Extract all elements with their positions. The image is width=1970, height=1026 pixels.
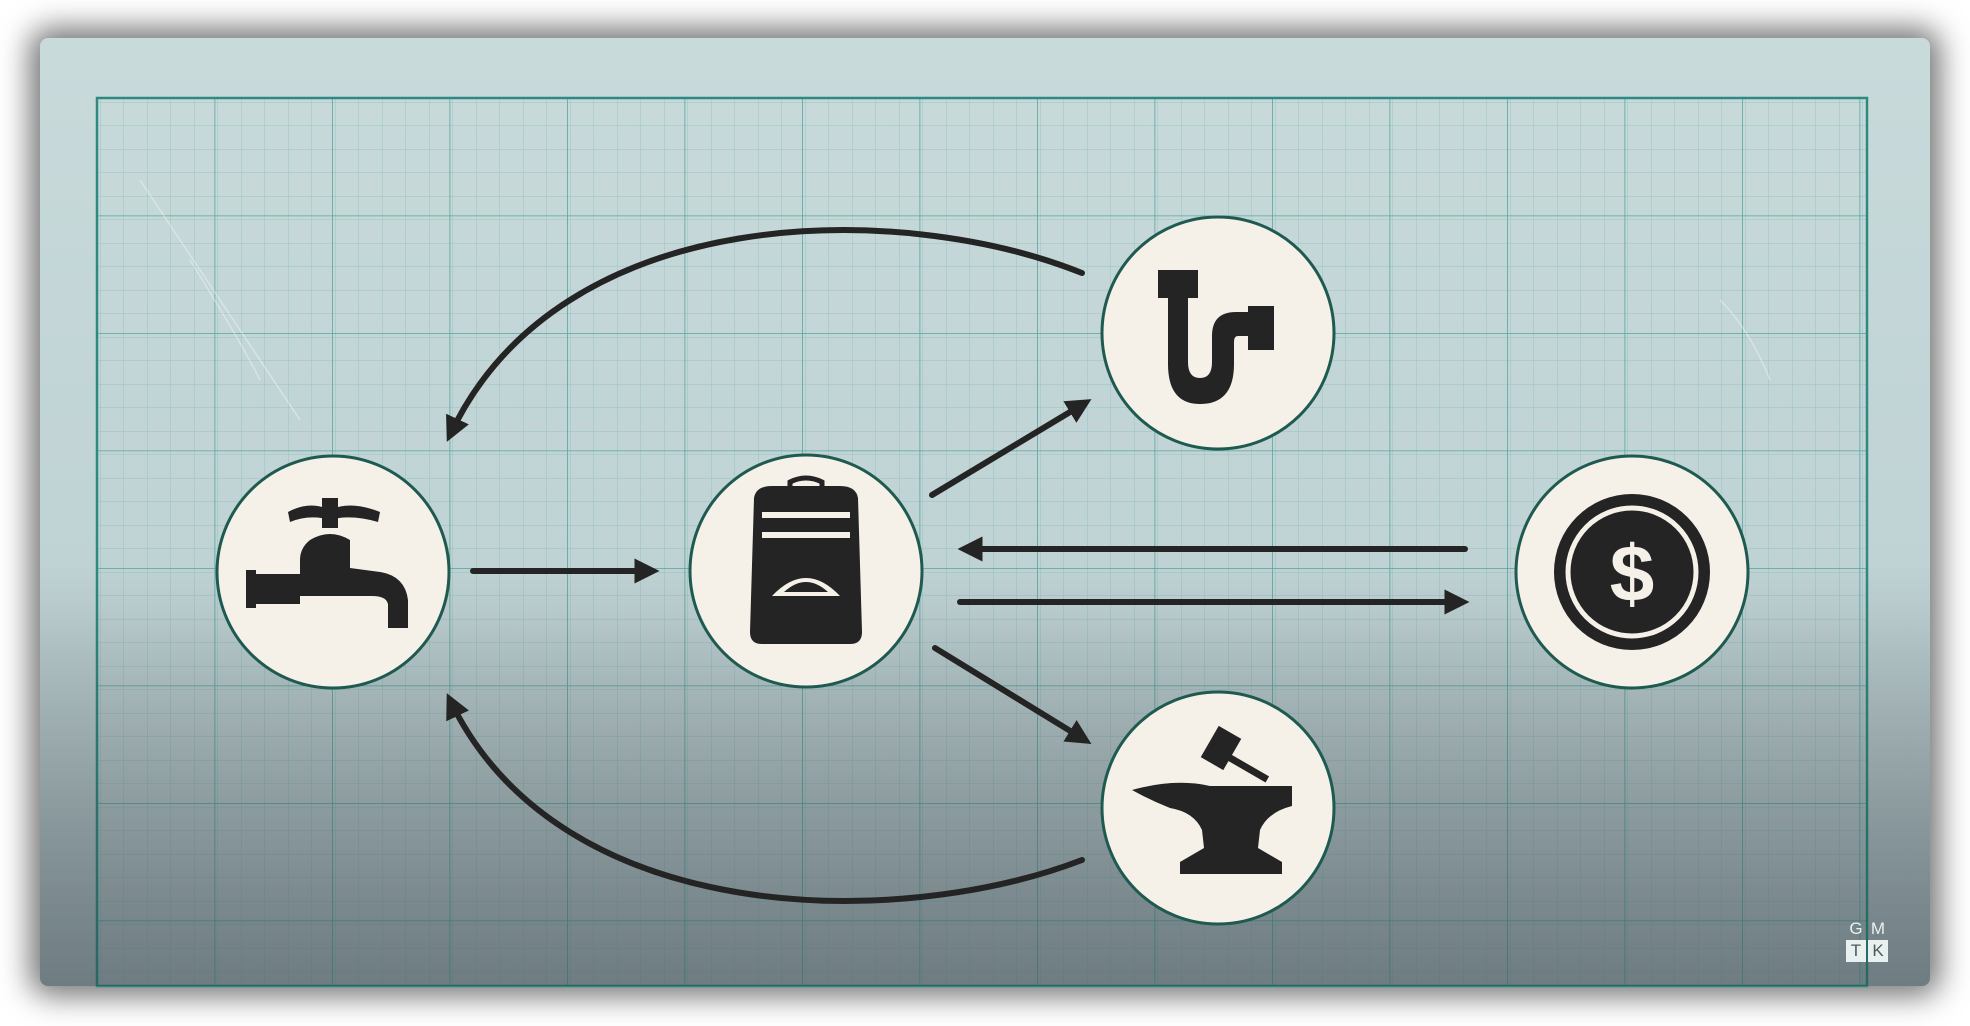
logo-letter: M — [1870, 919, 1886, 938]
arrow-backpack-to-pipe — [929, 399, 1092, 498]
anvil-hammer-icon — [1132, 725, 1292, 874]
logo-letter: G — [1849, 919, 1863, 938]
node-anvil — [1100, 690, 1336, 926]
bottom-shade — [40, 38, 1930, 986]
faucet-icon — [246, 498, 408, 628]
texture-scratches — [139, 179, 1771, 421]
arrow-backpack-to-anvil — [932, 645, 1092, 744]
drain-pipe-icon — [1158, 270, 1274, 404]
logo-letter: K — [1868, 940, 1888, 962]
node-faucet — [215, 454, 451, 690]
arrow-anvil-to-faucet — [446, 693, 1085, 904]
gmtk-logo: G M T K — [1846, 918, 1890, 962]
node-pipe — [1100, 215, 1336, 451]
dollar-coin-icon: $ — [1554, 494, 1710, 650]
logo-letter: T — [1846, 940, 1866, 962]
backpack-icon — [750, 475, 862, 644]
node-backpack — [688, 453, 924, 689]
coin-symbol: $ — [1610, 529, 1655, 618]
arrow-pipe-to-faucet — [446, 227, 1085, 442]
node-coin: $ — [1514, 454, 1750, 690]
